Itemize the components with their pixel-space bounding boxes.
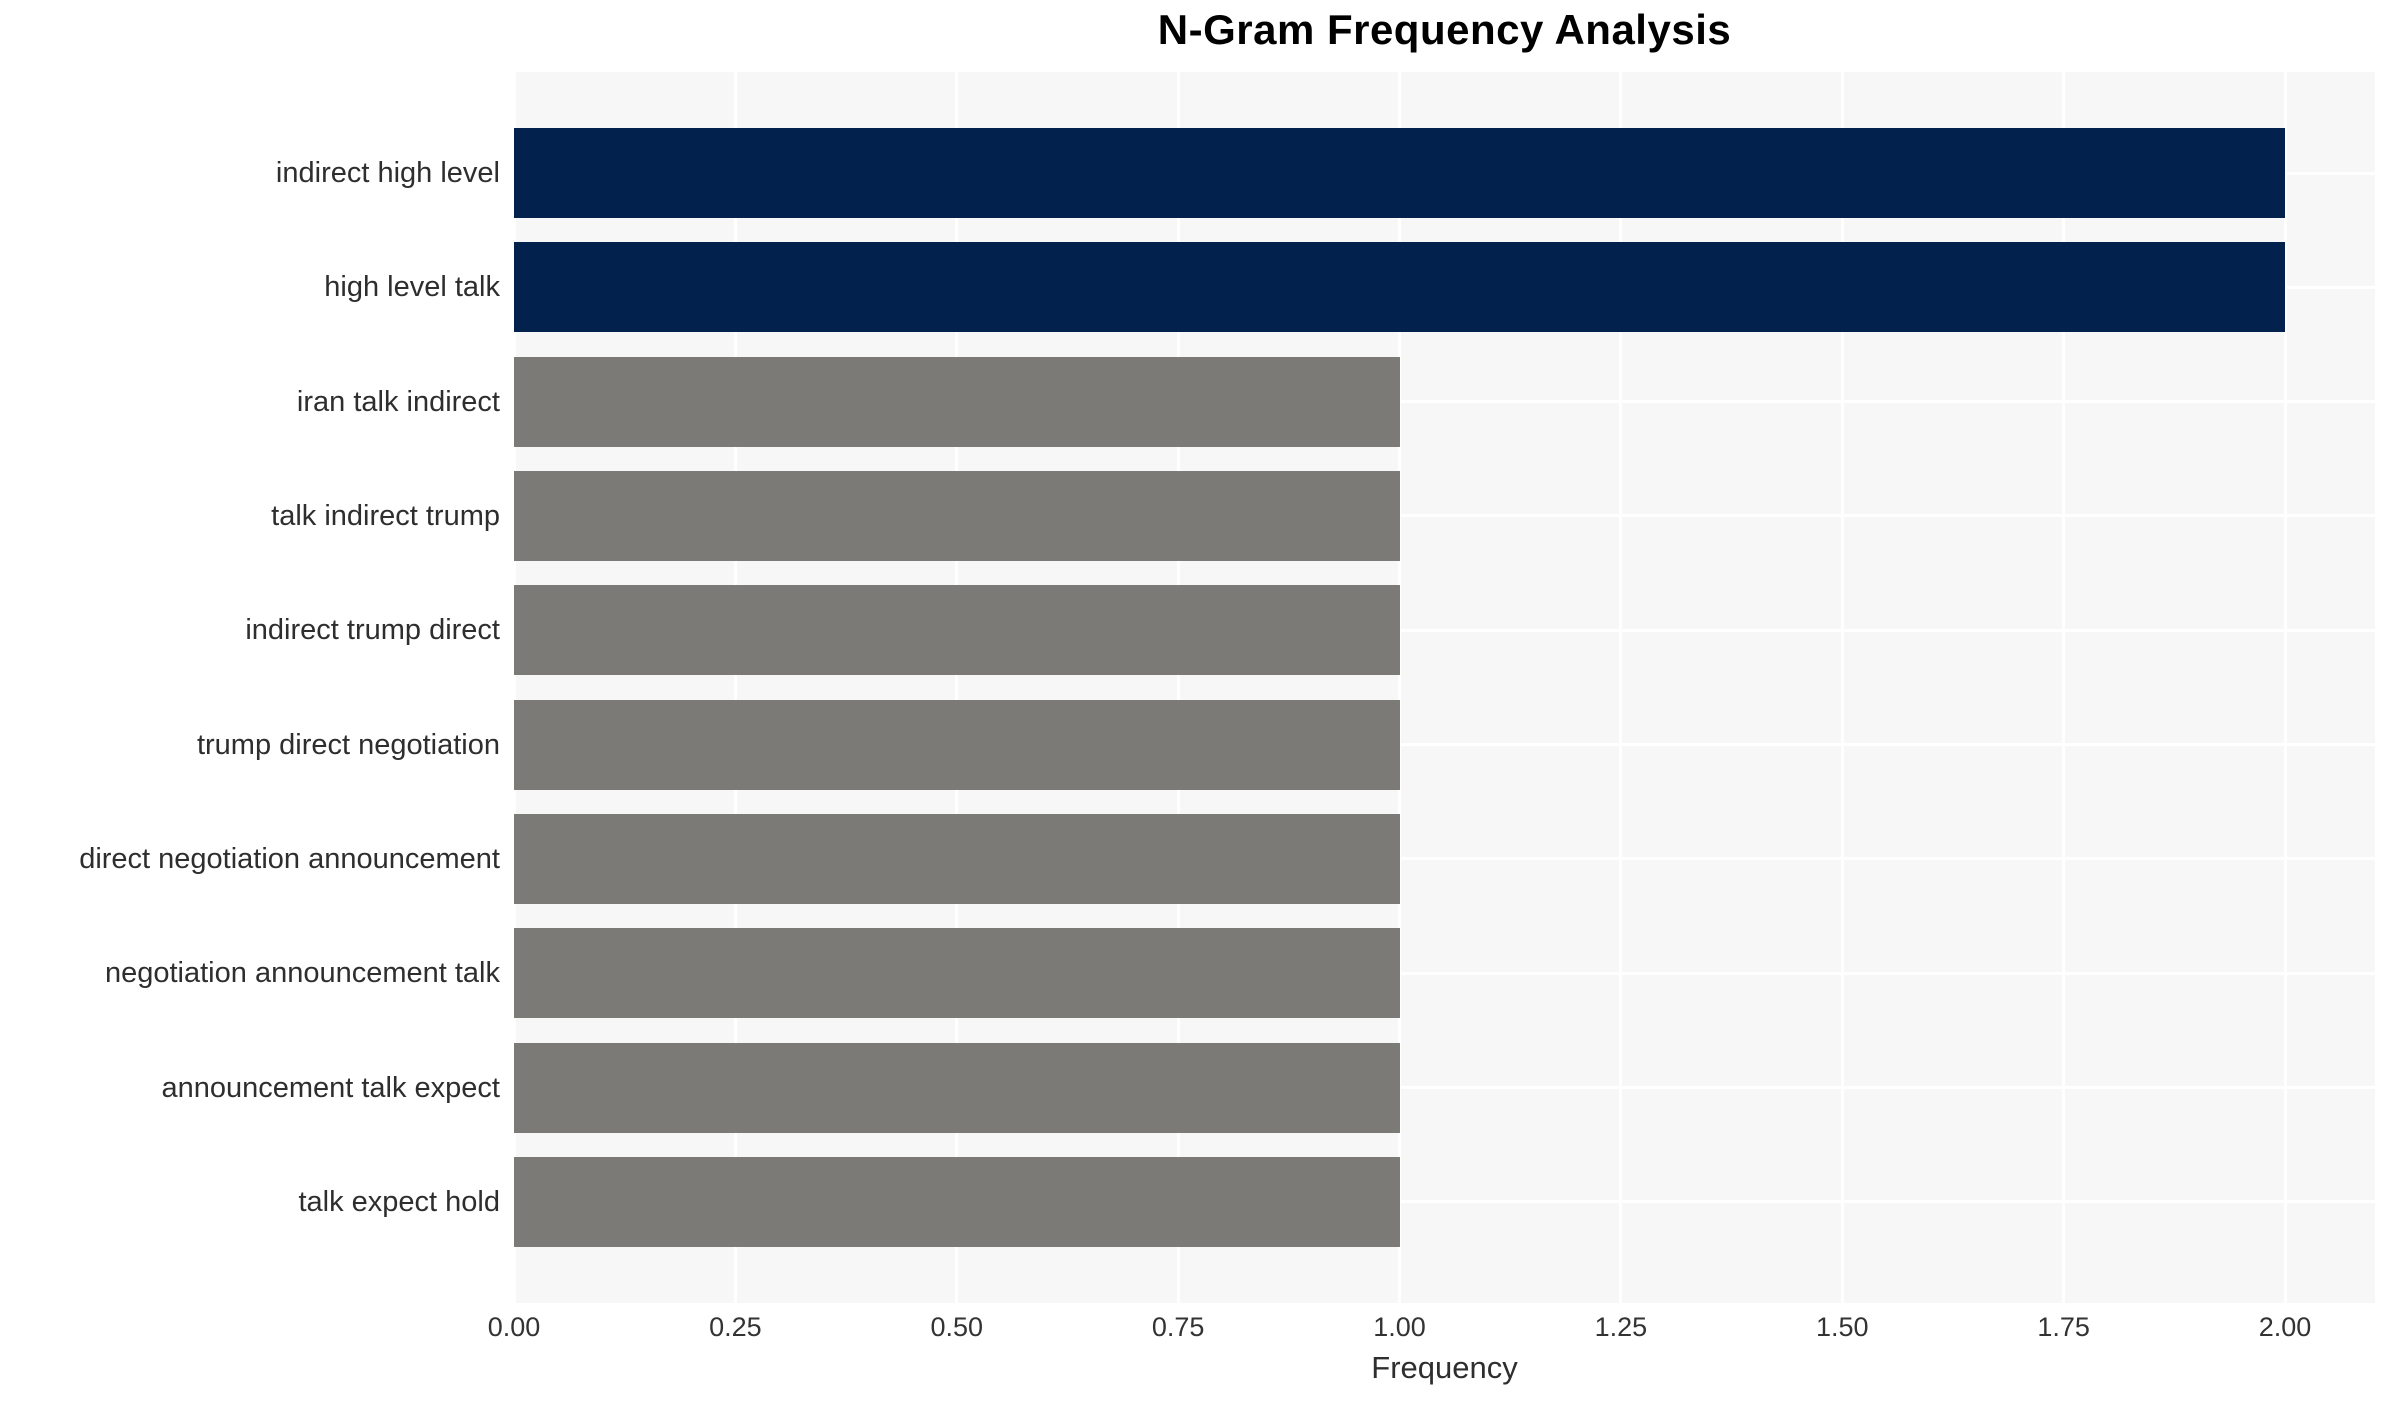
x-gridline xyxy=(512,72,516,1303)
category-label: iran talk indirect xyxy=(296,385,500,418)
y-gridline xyxy=(514,628,2375,632)
y-gridline xyxy=(514,1200,2375,1204)
bar-talk-indirect-trump xyxy=(514,470,1400,561)
x-gridline xyxy=(955,72,959,1303)
x-gridline xyxy=(1176,72,1180,1303)
x-tick-label: 0.75 xyxy=(1151,1312,1205,1342)
x-tick-label: 0.25 xyxy=(709,1312,762,1342)
x-tick-label: 0.00 xyxy=(487,1312,541,1342)
category-label: announcement talk expect xyxy=(161,1071,500,1104)
x-gridline xyxy=(2062,72,2066,1303)
x-gridline xyxy=(1619,72,1623,1303)
y-gridline xyxy=(514,514,2375,518)
category-label: indirect high level xyxy=(275,157,500,189)
bar-announcement-talk-expect xyxy=(514,1042,1400,1133)
category-label: indirect trump direct xyxy=(245,614,500,647)
category-label: negotiation announcement talk xyxy=(104,957,500,990)
y-gridline xyxy=(514,971,2375,975)
plot-area xyxy=(512,72,2375,1303)
x-tick-label: 1.00 xyxy=(1373,1312,1426,1342)
y-gridline xyxy=(514,857,2375,861)
x-gridline xyxy=(1398,72,1401,1303)
chart-title: N-Gram Frequency Analysis xyxy=(1157,6,1732,53)
x-tick-label: 1.50 xyxy=(1815,1312,1869,1342)
y-gridline xyxy=(514,1086,2375,1090)
x-tick-label: 1.25 xyxy=(1594,1312,1648,1342)
category-label: talk indirect trump xyxy=(271,499,500,532)
x-gridline xyxy=(1840,72,1844,1303)
x-tick-label: 1.75 xyxy=(2037,1312,2090,1342)
bar-talk-expect-hold xyxy=(514,1156,1400,1247)
category-label: direct negotiation announcement xyxy=(79,842,500,875)
category-label: talk expect hold xyxy=(298,1185,500,1218)
y-gridline xyxy=(514,400,2375,404)
x-gridline xyxy=(733,72,737,1303)
bar-indirect-trump-direct xyxy=(514,585,1400,676)
x-axis-title: Frequency xyxy=(1371,1350,1518,1385)
category-label: high level talk xyxy=(324,271,500,304)
bar-negotiation-announcement-talk xyxy=(514,928,1400,1019)
category-label: trump direct negotiation xyxy=(196,728,500,761)
bar-trump-direct-negotiation xyxy=(514,699,1400,790)
bar-high-level-talk xyxy=(514,242,2285,333)
x-tick-label: 0.50 xyxy=(930,1312,984,1342)
bar-direct-negotiation-announcement xyxy=(514,813,1400,904)
bar-iran-talk-indirect xyxy=(514,356,1400,447)
x-tick-label: 2.00 xyxy=(2258,1312,2312,1342)
bar-indirect-high-level xyxy=(514,128,2285,218)
x-gridline xyxy=(2283,72,2287,1303)
y-gridline xyxy=(514,743,2375,747)
